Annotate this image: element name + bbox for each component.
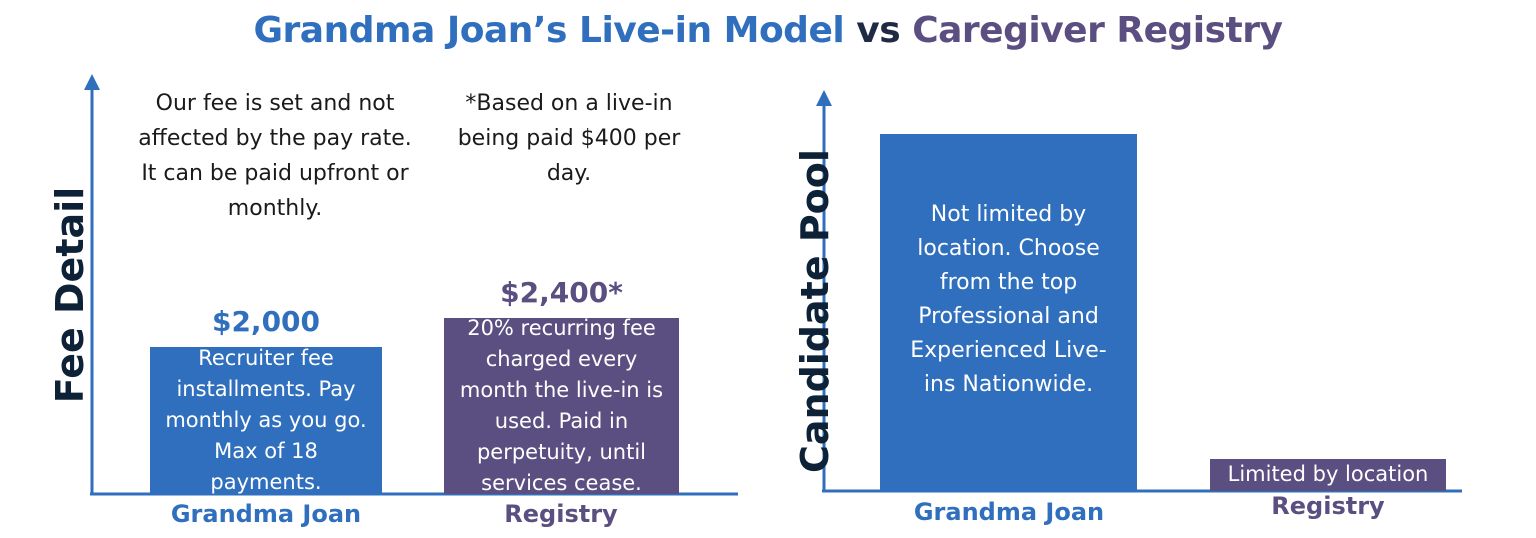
fee-value-label-registry: $2,400* [500,275,623,309]
fee-bar-registry: 20% recurring fee charged every month th… [444,316,679,495]
title-part-registry: Caregiver Registry [912,10,1283,51]
fee-bar-grandma-joan: Recruiter fee installments. Pay monthly … [150,346,382,494]
fee-note-registry: *Based on a live-in being paid $400 per … [457,91,681,186]
fee-value-label-grandma-joan: $2,000 [211,305,321,339]
pool-bar-grandma-joan: Not limited by location. Choose from the… [880,133,1137,491]
fee-note-grandma-joan: Our fee is set and not affected by the p… [138,91,412,221]
fee-x-label-grandma-joan: Grandma Joan [170,500,362,528]
pool-y-axis-title: Candidate Pool [793,149,837,473]
fee-y-axis-arrow-icon [84,74,100,90]
title-part-grandma-joan: Grandma Joan’s Live-in Model [253,10,845,51]
title-part-vs: vs [856,10,901,51]
fee-y-axis-title: Fee Detail [48,186,92,404]
pool-x-label-grandma-joan: Grandma Joan [913,498,1105,526]
pool-x-label-registry: Registry [1271,492,1385,520]
fee-x-label-registry: Registry [504,500,618,528]
pool-bar-registry: Limited by location [1210,458,1446,491]
page-title: Grandma Joan’s Live-in Model vs Caregive… [0,10,1536,51]
pool-y-axis-arrow-icon [816,90,832,106]
